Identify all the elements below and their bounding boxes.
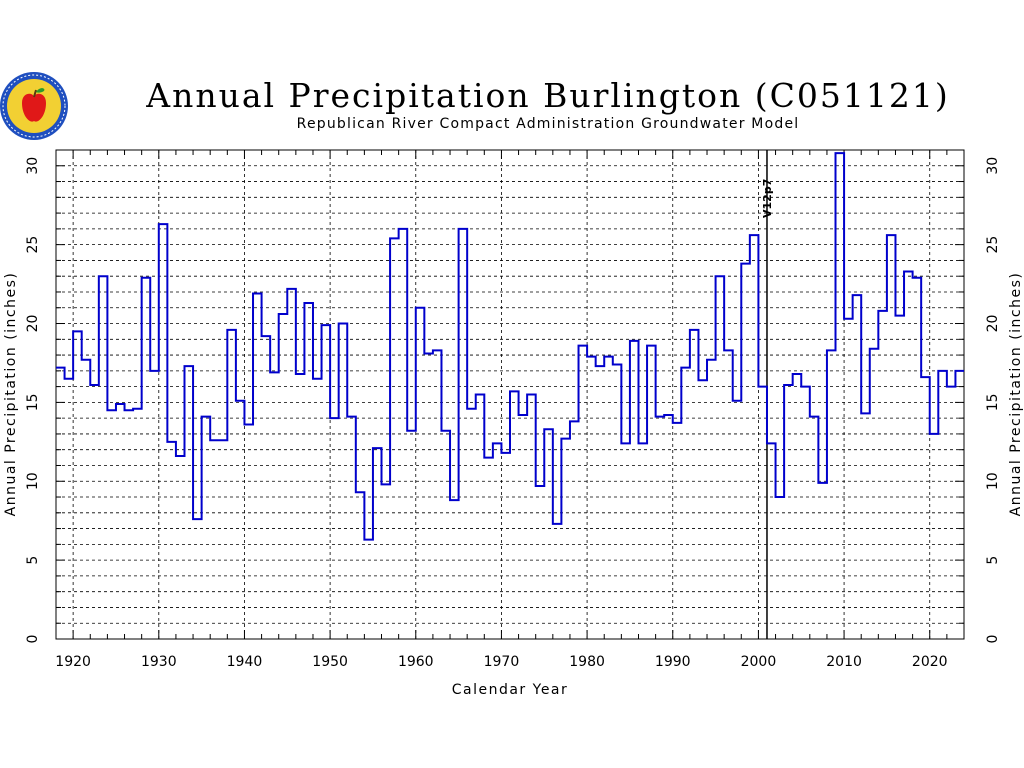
precipitation-series [56, 152, 964, 541]
y-tick-label: 0 [25, 635, 41, 644]
y-tick-label: 10 [25, 472, 41, 490]
y-tick-label: 15 [25, 393, 41, 411]
x-tick-label: 1950 [312, 654, 348, 670]
x-tick-label: 1930 [141, 654, 177, 670]
y-tick-label-right: 15 [985, 393, 1001, 411]
y-tick-label-right: 10 [985, 472, 1001, 490]
y-tick-labels-left: 0 5 10 15 20 25 30 [25, 157, 41, 644]
y-axis-label-right: Annual Precipitation (inches) [1008, 272, 1024, 517]
y-tick-label-right: 5 [985, 556, 1001, 565]
x-tick-label: 2010 [826, 654, 862, 670]
grid-lines [56, 150, 964, 639]
y-tick-label: 5 [25, 556, 41, 565]
y-tick-label-right: 0 [985, 635, 1001, 644]
y-tick-label-right: 20 [985, 315, 1001, 333]
x-tick-label: 1970 [484, 654, 520, 670]
x-tick-label: 1940 [227, 654, 263, 670]
y-tick-label: 30 [25, 157, 41, 175]
y-tick-label-right: 30 [985, 157, 1001, 175]
x-tick-labels: 1920 1930 1940 1950 1960 1970 1980 1990 2000 2010… [55, 654, 947, 670]
agency-logo [0, 72, 68, 140]
x-axis-label: Calendar Year [452, 682, 569, 698]
y-tick-labels-right: 0 5 10 15 20 25 30 [985, 157, 1001, 644]
plot-frame [55, 149, 965, 640]
y-tick-label: 25 [25, 236, 41, 254]
x-tick-label: 1980 [569, 654, 605, 670]
x-tick-label: 2020 [912, 654, 948, 670]
x-tick-label: 1920 [55, 654, 91, 670]
x-tick-label: 1990 [655, 654, 691, 670]
y-tick-label-right: 25 [985, 236, 1001, 254]
x-tick-label: 1960 [398, 654, 434, 670]
chart-title: Annual Precipitation Burlington (C051121… [145, 76, 950, 115]
y-tick-label: 20 [25, 315, 41, 333]
annotation-label: V12p7 [761, 179, 774, 218]
x-tick-label: 2000 [741, 654, 777, 670]
y-axis-label-left: Annual Precipitation (inches) [3, 272, 19, 517]
chart-subtitle: Republican River Compact Administration … [297, 116, 800, 132]
